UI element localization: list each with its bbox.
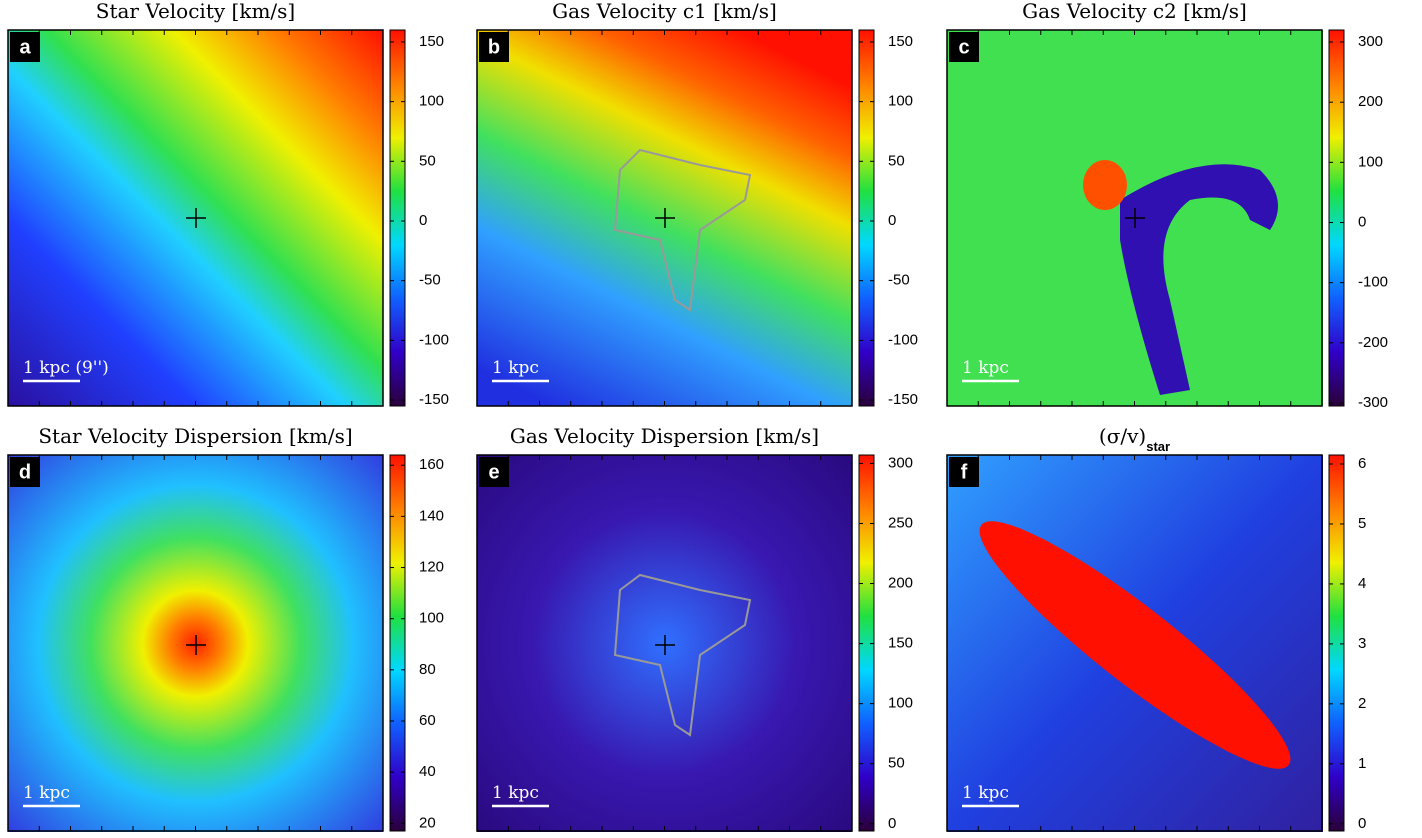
title-subscript: star [1146,439,1170,454]
panel-label: f [961,461,968,483]
panel-label-box [479,32,509,62]
colorbar-tick-label: -50 [419,272,441,289]
map-feature [1083,160,1127,210]
colorbar-tick-label: 120 [419,559,444,576]
colorbar-tick-label: 3 [1358,635,1366,652]
colorbar-tick-label: 200 [888,575,913,592]
panel-title: Star Velocity Dispersion [km/s] [38,424,352,448]
colorbar-tick-label: 100 [888,93,913,110]
colorbar-tick-label: 0 [888,212,896,229]
colorbar-tick-label: -100 [419,331,449,348]
panel-title: (σ/v)star [1099,424,1170,454]
colorbar-tick-label: 160 [419,456,444,473]
maps [8,30,1323,832]
contour [613,573,752,737]
colorbar-tick-label: 6 [1358,455,1366,472]
colorbar [858,29,875,407]
colorbar [1328,29,1345,407]
colorbar-tick-label: 50 [888,755,905,772]
colorbar-tick-label: -50 [888,272,910,289]
scale-bar-label: 1 kpc (9'') [23,358,109,378]
colorbar [858,454,875,832]
colorbar [389,29,406,407]
panel-label: a [19,36,31,58]
colorbar-tick-label: 50 [419,152,436,169]
colorbar-tick-label: 150 [419,33,444,50]
colorbar-tick-label: -200 [1358,334,1388,351]
panel-label: e [488,461,499,483]
scale-bar-label: 1 kpc [962,358,1009,378]
colorbar-tick-label: 0 [419,212,427,229]
colorbar-tick-label: 140 [419,507,444,524]
colorbar-tick-label: 0 [1358,815,1366,832]
colorbar-tick-label: 300 [888,454,913,471]
panel-label-box [479,457,509,487]
center-crosses [186,208,1145,655]
panel-label: c [958,36,969,58]
panel-title: Star Velocity [km/s] [96,0,295,23]
colorbar-tick-label: 150 [888,33,913,50]
colorbar-tick-label: 100 [888,695,913,712]
panel-label-box [949,457,979,487]
panel-label-box [10,32,40,62]
title-text: (σ/v) [1099,424,1146,448]
colorbar-tick-label: -100 [1358,274,1388,291]
colorbar-tick-label: 1 [1358,755,1366,772]
colorbar-tick-label: 80 [419,661,436,678]
map-feature [979,521,1291,769]
colorbar-tick-label: 4 [1358,575,1366,592]
colorbar-tick-label: 20 [419,814,436,831]
panel-label: b [488,36,500,58]
panel-title: Gas Velocity c2 [km/s] [1022,0,1247,23]
colorbar-tick-label: 150 [888,635,913,652]
scale-bar-label: 1 kpc [23,783,70,803]
colorbar-tick-label: 5 [1358,515,1366,532]
colorbar-tick-label: 40 [419,763,436,780]
colorbar-tick-label: -300 [1358,394,1388,411]
panel-title: Gas Velocity c1 [km/s] [552,0,777,23]
colorbar-tick-label: 2 [1358,695,1366,712]
colorbar-tick-label: 0 [888,815,896,832]
colorbar [1328,454,1345,832]
colorbar-tick-label: 60 [419,712,436,729]
scale-bar-label: 1 kpc [962,783,1009,803]
colorbar-tick-label: -150 [419,391,449,408]
colorbar-tick-label: 100 [419,93,444,110]
contour [613,148,752,312]
colorbar-tick-label: 250 [888,514,913,531]
panel-label-box [10,457,40,487]
colorbar-tick-label: -100 [888,331,918,348]
map-feature [1120,164,1278,395]
scale-bar-label: 1 kpc [492,358,539,378]
panel-label: d [19,461,31,483]
colorbar-tick-label: 0 [1358,213,1366,230]
colorbar-tick-label: 50 [888,152,905,169]
panel-title: Gas Velocity Dispersion [km/s] [510,424,819,448]
colorbar-tick-label: 100 [419,610,444,627]
scale-bar-label: 1 kpc [492,783,539,803]
colorbar-tick-label: 100 [1358,153,1383,170]
colorbar [389,454,406,832]
panel-label-box [949,32,979,62]
colorbar-tick-label: -150 [888,391,918,408]
colorbar-tick-label: 300 [1358,33,1383,50]
colorbar-tick-label: 200 [1358,93,1383,110]
